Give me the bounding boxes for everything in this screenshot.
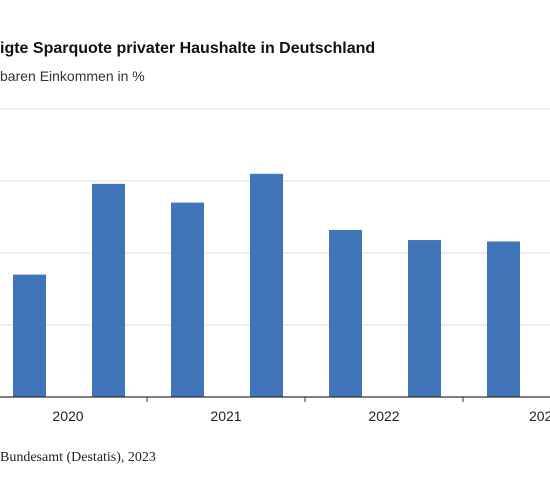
x-axis-ticks: 2020 2021 2022 202 bbox=[52, 397, 550, 424]
x-tick-label: 2022 bbox=[368, 408, 399, 424]
bar bbox=[13, 274, 46, 397]
bar bbox=[250, 173, 283, 397]
source-note: Bundesamt (Destatis), 2023 bbox=[0, 450, 156, 465]
x-tick-label: 2021 bbox=[210, 408, 241, 424]
bar bbox=[92, 183, 125, 397]
bar bbox=[329, 229, 362, 397]
x-tick-label: 202 bbox=[529, 408, 550, 424]
bar bbox=[408, 240, 441, 397]
x-tick-label: 2020 bbox=[52, 408, 83, 424]
chart-title: igte Sparquote privater Haushalte in Deu… bbox=[0, 40, 376, 57]
chart-subtitle: baren Einkommen in % bbox=[0, 68, 145, 84]
bar bbox=[171, 202, 204, 397]
bars bbox=[13, 173, 520, 397]
bar bbox=[487, 241, 520, 397]
